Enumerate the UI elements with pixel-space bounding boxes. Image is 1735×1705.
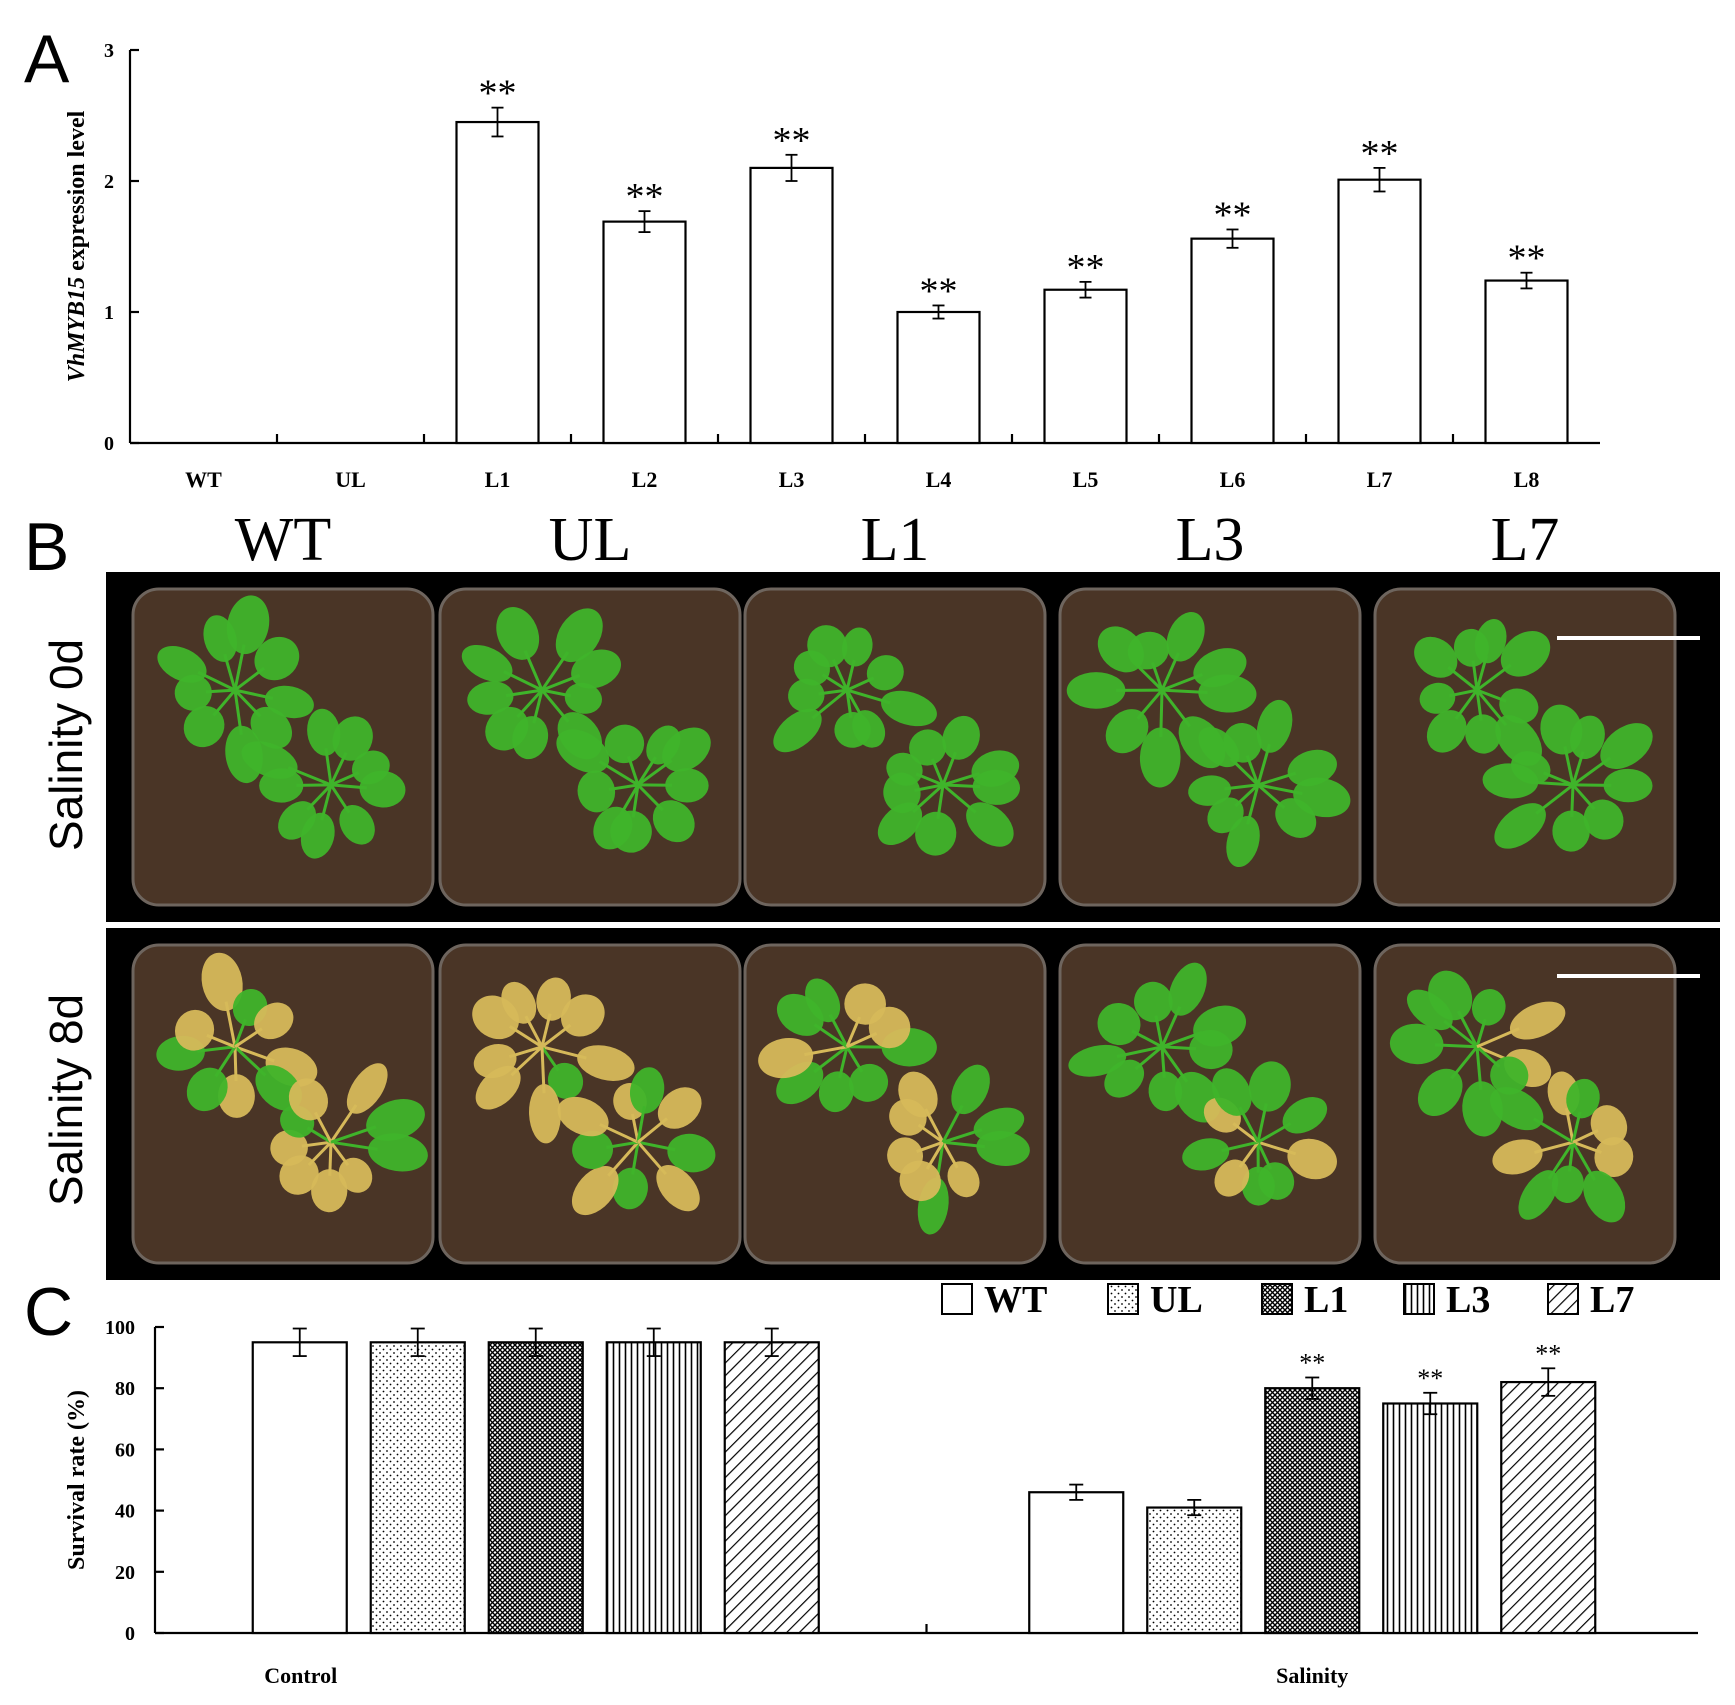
y-tick-label: 3 <box>104 40 114 62</box>
y-tick-label: 100 <box>105 1317 135 1339</box>
significance-marker: ** <box>1299 1348 1325 1377</box>
y-tick-label: 2 <box>104 171 114 193</box>
legend-swatch <box>1108 1284 1138 1314</box>
panel-letter-b: B <box>24 509 69 585</box>
x-tick-label: WT <box>185 467 222 492</box>
y-tick-label: 0 <box>125 1623 135 1645</box>
photo-column-headers: WT UL L1 L3 L7 <box>235 506 1560 574</box>
photo-column-label: L1 <box>861 506 930 574</box>
legend-label: L3 <box>1446 1279 1490 1321</box>
y-tick-label: 80 <box>115 1378 135 1400</box>
y-tick-label: 0 <box>104 433 114 455</box>
expression-bar <box>1045 290 1127 443</box>
photo-column-label: L3 <box>1176 506 1245 574</box>
survival-bar <box>371 1342 465 1633</box>
expression-bar-chart: 0 1 2 3 WT UL L1 ** L2 ** L3 ** L4 ** L5 ** L6 ** L7 ** L8 **… <box>64 40 1600 492</box>
legend-label: UL <box>1150 1279 1203 1321</box>
x-tick-label: L5 <box>1073 467 1099 492</box>
legend-label: L1 <box>1304 1279 1348 1321</box>
expression-bar <box>604 222 686 443</box>
expression-bar <box>1339 180 1421 443</box>
legend-swatch <box>942 1284 972 1314</box>
group-label: Control <box>264 1663 337 1688</box>
photo-column-label: L7 <box>1491 506 1560 574</box>
significance-marker: ** <box>773 120 811 162</box>
survival-bar <box>489 1342 583 1633</box>
panel-letter-c: C <box>24 1274 73 1350</box>
photo-column-label: UL <box>549 506 632 574</box>
expression-bar <box>1192 239 1274 443</box>
legend-swatch <box>1262 1284 1292 1314</box>
panel-letter-a: A <box>24 21 70 97</box>
survival-bar <box>1029 1492 1123 1633</box>
survival-bar-chart: 0 20 40 60 80 100 Control Salinity ** ** ** Surviva… <box>64 1279 1698 1688</box>
significance-marker: ** <box>1417 1364 1443 1393</box>
expression-bar <box>751 168 833 443</box>
legend-label: L7 <box>1590 1279 1634 1321</box>
significance-marker: ** <box>920 270 958 312</box>
y-tick-label: 60 <box>115 1439 135 1461</box>
x-tick-label: L3 <box>779 467 805 492</box>
survival-bar <box>1383 1404 1477 1634</box>
significance-marker: ** <box>1067 247 1105 289</box>
photo-row-label-8d: Salinity 8d <box>40 994 92 1206</box>
x-tick-label: L4 <box>926 467 952 492</box>
expression-bar <box>898 312 980 443</box>
legend-swatch <box>1548 1284 1578 1314</box>
survival-bar <box>725 1342 819 1633</box>
x-tick-label: L8 <box>1514 467 1540 492</box>
survival-bar <box>1265 1388 1359 1633</box>
significance-marker: ** <box>626 176 664 218</box>
legend-swatch <box>1404 1284 1434 1314</box>
significance-marker: ** <box>1361 133 1399 175</box>
significance-marker: ** <box>1508 238 1546 280</box>
photo-column-label: WT <box>235 506 331 574</box>
x-tick-label: L2 <box>632 467 658 492</box>
x-tick-label: L7 <box>1367 467 1393 492</box>
x-tick-label: L6 <box>1220 467 1246 492</box>
survival-bar <box>253 1342 347 1633</box>
y-tick-label: 40 <box>115 1501 135 1523</box>
significance-marker: ** <box>479 73 517 115</box>
x-tick-label: UL <box>335 467 366 492</box>
survival-bar <box>1501 1382 1595 1633</box>
photo-row-label-0d: Salinity 0d <box>40 639 92 851</box>
legend-label: WT <box>984 1279 1047 1321</box>
legend: WT UL L1 L3 L7 <box>942 1279 1634 1321</box>
group-label: Salinity <box>1276 1663 1348 1688</box>
expression-bar <box>1486 281 1568 443</box>
survival-bar <box>607 1342 701 1633</box>
expression-bar <box>457 122 539 443</box>
significance-marker: ** <box>1535 1339 1561 1368</box>
y-axis-label: VhMYB15 expression level <box>64 110 90 382</box>
significance-marker: ** <box>1214 194 1252 236</box>
plant-photo-panel <box>106 572 1720 1280</box>
x-tick-label: L1 <box>485 467 511 492</box>
survival-bar <box>1147 1508 1241 1633</box>
y-axis-label: Survival rate (%) <box>64 1390 90 1570</box>
y-tick-label: 20 <box>115 1562 135 1584</box>
y-tick-label: 1 <box>104 302 114 324</box>
